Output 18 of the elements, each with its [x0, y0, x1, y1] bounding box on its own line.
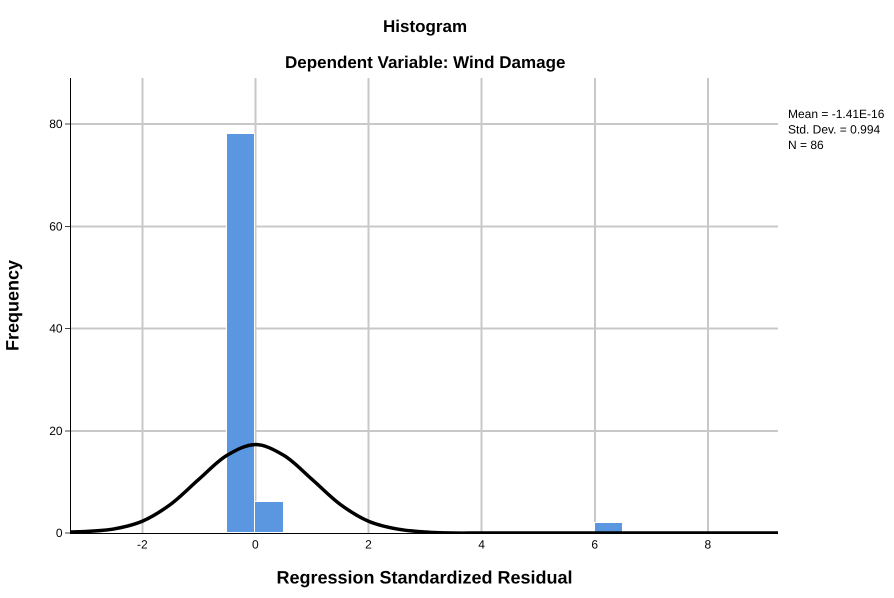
- x-axis-title: Regression Standardized Residual: [276, 568, 573, 588]
- text: Mean = -1.41E-16: [788, 107, 885, 121]
- x-tick-label: 8: [704, 537, 712, 552]
- x-tick-label: 4: [478, 537, 486, 552]
- x-tick-label: -2: [136, 537, 148, 552]
- x-tick-label: 0: [252, 537, 260, 552]
- chart-title: Histogram: [383, 17, 468, 36]
- text: N = 86: [788, 138, 824, 152]
- y-tick-label: 0: [56, 526, 63, 540]
- y-tick-label: 80: [49, 117, 63, 132]
- y-axis-title: Frequency: [2, 260, 22, 352]
- y-tick-label: 40: [49, 322, 63, 336]
- x-tick-label: 6: [591, 537, 598, 552]
- y-tick-label: 60: [49, 219, 63, 234]
- y-tick-label: 20: [49, 424, 63, 438]
- chart-subtitle: Dependent Variable: Wind Damage: [285, 53, 566, 72]
- x-tick-label: 2: [365, 537, 372, 552]
- text: Std. Dev. = 0.994: [788, 122, 880, 137]
